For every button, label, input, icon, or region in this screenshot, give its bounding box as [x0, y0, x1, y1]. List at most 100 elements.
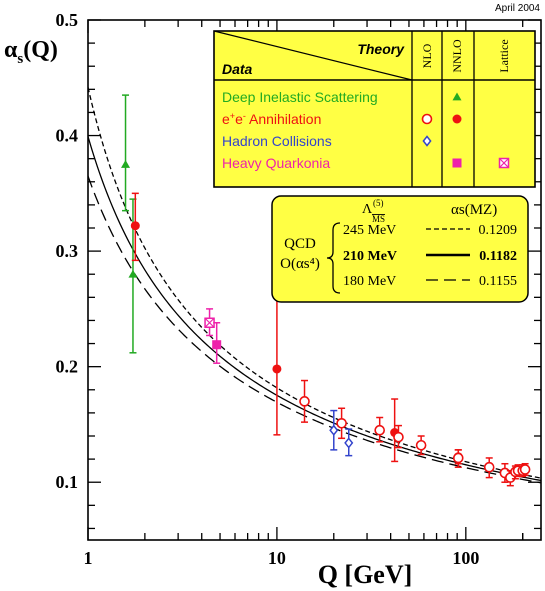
data-point: [374, 424, 385, 436]
legend-row-label: Heavy Quarkonia: [222, 155, 330, 171]
data-points: [121, 94, 531, 487]
data-point: [483, 461, 495, 473]
legend-theory-header: Theory: [357, 41, 405, 57]
legend-column-lattice: Lattice: [497, 39, 511, 72]
legend-column-nlo: NLO: [420, 43, 434, 68]
open-circle-shape: [452, 452, 464, 464]
circle-shape: [452, 114, 462, 124]
legend-label-part: +: [230, 111, 235, 121]
qcd-row-alpha: 0.1155: [479, 274, 517, 289]
data-point: [204, 317, 215, 329]
legend-row-label: Hadron Collisions: [222, 133, 332, 149]
series-square: [212, 322, 222, 364]
qcd-lambda-sup: (5): [373, 198, 384, 208]
qcd-box: Λ (5) MS αs(MZ) QCD O(αs⁴) 245 MeV 0.1209 210 Me…: [271, 195, 529, 303]
data-point: [344, 437, 354, 449]
qcd-curve-solid: [88, 136, 541, 482]
y-axis-title-alpha: α: [4, 37, 18, 63]
cross-line: [499, 158, 509, 168]
y-tick-label: 0.2: [56, 357, 79, 377]
legend-label-part: -: [243, 111, 246, 121]
circle-shape: [130, 221, 140, 231]
open-diamond-shape: [422, 135, 432, 147]
data-point: [336, 417, 347, 429]
data-point: [121, 159, 131, 168]
plot-border: [87, 19, 542, 541]
open-circle-shape: [336, 417, 347, 429]
legend-marker-nnlo: [452, 114, 462, 124]
data-point: [212, 340, 222, 350]
legend-marker-lattice: [498, 157, 510, 169]
qcd-curve-long-dash: [88, 175, 541, 484]
y-tick-label: 0.3: [56, 241, 79, 261]
data-point: [519, 464, 531, 475]
triangle-shape: [121, 159, 131, 168]
square-shape: [452, 158, 462, 168]
legend-marker-nlo: [421, 113, 433, 125]
data-point: [329, 424, 339, 436]
open-circle-shape: [374, 424, 385, 436]
axis-titles: Q [GeV] αs(Q): [4, 37, 412, 589]
qcd-brace: [326, 222, 341, 294]
legend-label-part: e: [222, 111, 230, 127]
x-axis-title: Q [GeV]: [318, 560, 413, 589]
legend-row-label: Deep Inelastic Scattering: [222, 89, 378, 105]
data-point: [415, 439, 427, 451]
legend-background: [213, 30, 536, 188]
qcd-row-lambda: 245 MeV: [343, 223, 396, 238]
data-point: [130, 221, 140, 231]
x-tick-label: 10: [268, 548, 286, 568]
qcd-lambda-header: Λ: [362, 202, 373, 217]
legend-box: Theory Data NLO NNLO Lattice Deep Inelastic S…: [213, 30, 536, 188]
series-circle: [130, 192, 463, 465]
legend-marker-nnlo: [452, 158, 462, 168]
x-tick-label: 1: [84, 548, 93, 568]
plot-frame: 1 10 100 0.1 0.2 0.3 0.4 0.5: [56, 10, 542, 568]
qcd-order-label: O(αs⁴): [280, 256, 320, 272]
qcd-curves: [88, 87, 541, 484]
data-point: [272, 364, 282, 374]
series-open-circle: [299, 379, 531, 487]
qcd-alpha-header: αs(MZ): [451, 202, 497, 218]
legend-data-header: Data: [222, 61, 253, 77]
open-circle-shape: [483, 461, 495, 473]
y-axis-title-sub: s: [17, 51, 23, 67]
date-label: April 2004: [495, 3, 540, 14]
open-circle-shape: [299, 396, 310, 407]
y-tick-label: 0.4: [56, 126, 79, 146]
data-point: [452, 452, 464, 464]
y-axis-title: αs(Q): [4, 37, 58, 67]
open-circle-shape: [421, 113, 433, 125]
data-point: [393, 431, 404, 443]
legend-marker-nlo: [422, 135, 432, 147]
qcd-curve-short-dash: [88, 87, 541, 479]
legend-diagonal: [213, 30, 413, 81]
open-circle-shape: [415, 439, 427, 451]
open-diamond-shape: [329, 424, 339, 436]
y-axis-title-arg: (Q): [23, 37, 58, 63]
legend-row-label: e+e- Annihilation: [222, 111, 321, 127]
qcd-row-alpha: 0.1209: [479, 223, 518, 238]
qcd-label: QCD: [284, 236, 316, 252]
legend-marker-nnlo: [452, 92, 462, 101]
open-diamond-shape: [344, 437, 354, 449]
qcd-lambda-sub: MS: [372, 214, 385, 224]
y-tick-label: 0.5: [56, 10, 79, 30]
open-circle-shape: [393, 431, 404, 443]
qcd-row-lambda: 210 MeV: [343, 249, 397, 264]
legend-label-part: Annihilation: [246, 111, 322, 127]
legend-label-part: e: [235, 111, 243, 127]
qcd-row-alpha: 0.1182: [479, 249, 517, 264]
cross-line: [204, 317, 215, 328]
data-point: [128, 269, 138, 278]
qcd-box-background: [271, 195, 529, 303]
legend-column-nnlo: NNLO: [450, 39, 464, 73]
qcd-row-lambda: 180 MeV: [343, 274, 396, 289]
data-point: [299, 396, 310, 407]
series-open-diamond: [329, 409, 354, 457]
series-crossed-square: [204, 308, 215, 337]
triangle-shape: [128, 269, 138, 278]
triangle-shape: [452, 92, 462, 101]
circle-shape: [272, 364, 282, 374]
